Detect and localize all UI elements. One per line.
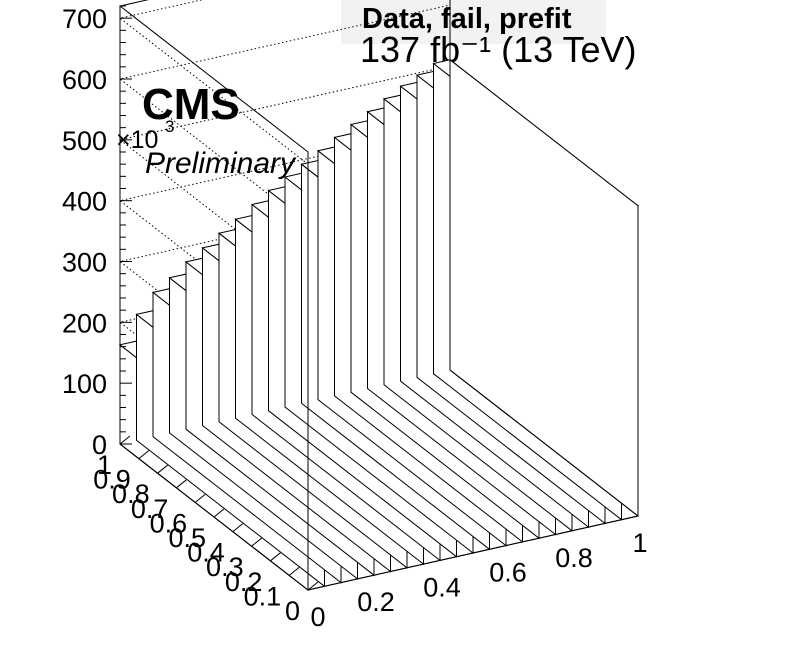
plot-title: Data, fail, prefit: [362, 3, 572, 35]
x-tick-label-4: 0.8: [555, 543, 593, 573]
y-tick-label-7: 0.7: [131, 494, 169, 524]
y-tick-label-10: 1: [97, 450, 112, 480]
right-wall-edge: [449, 0, 639, 517]
z-tick-label-7: 700: [62, 4, 107, 34]
x-tick-label-2: 0.4: [423, 572, 461, 602]
y-tick-label-5: 0.5: [168, 523, 206, 553]
y-tick-label-2: 0.2: [225, 567, 263, 597]
y-tick-8: [157, 464, 168, 474]
z-tick-label-0: 0: [92, 430, 107, 460]
y-tick-label-3: 0.3: [206, 552, 244, 582]
y-tick-label-1: 0.1: [244, 581, 282, 611]
z-axis-multiplier: ×10: [116, 126, 158, 154]
z-tick-label-5: 500: [62, 126, 107, 156]
z-tick-label-3: 300: [62, 248, 107, 278]
y-tick-7: [176, 479, 187, 489]
y-tick-0: [307, 581, 319, 591]
y-tick-label-4: 0.4: [187, 538, 225, 568]
lumi-label: 137 fb⁻¹ (13 TeV): [360, 29, 637, 70]
x-tick-label-5: 1: [632, 528, 647, 558]
y-tick-5: [213, 508, 225, 518]
y-tick-9: [138, 450, 150, 459]
y-tick-3: [251, 537, 262, 547]
z-tick-label-6: 600: [62, 65, 107, 95]
title-box: [341, 0, 606, 44]
y-tick-2: [270, 552, 281, 562]
y-tick-10: [119, 435, 131, 445]
y-tick-label-6: 0.6: [150, 508, 188, 538]
cms-label: CMS: [142, 80, 240, 129]
y-tick-6: [194, 494, 206, 503]
z-tick-label-2: 200: [62, 308, 107, 338]
y-tick-label-0: 0: [285, 596, 300, 626]
z-axis-multiplier-exponent: 3: [165, 117, 174, 136]
z-tick-label-1: 100: [62, 369, 107, 399]
y-tick-label-8: 0.8: [112, 479, 150, 509]
x-axis-line: [307, 515, 639, 591]
y-tick-label-9: 0.9: [93, 465, 131, 495]
x-tick-label-3: 0.6: [489, 558, 527, 588]
y-tick-1: [288, 567, 300, 576]
x-tick-label-0: 0: [310, 602, 325, 632]
x-tick-label-1: 0.2: [357, 587, 395, 617]
z-tick-label-4: 400: [62, 187, 107, 217]
y-tick-4: [232, 523, 244, 532]
preliminary-label: Preliminary: [145, 147, 297, 180]
